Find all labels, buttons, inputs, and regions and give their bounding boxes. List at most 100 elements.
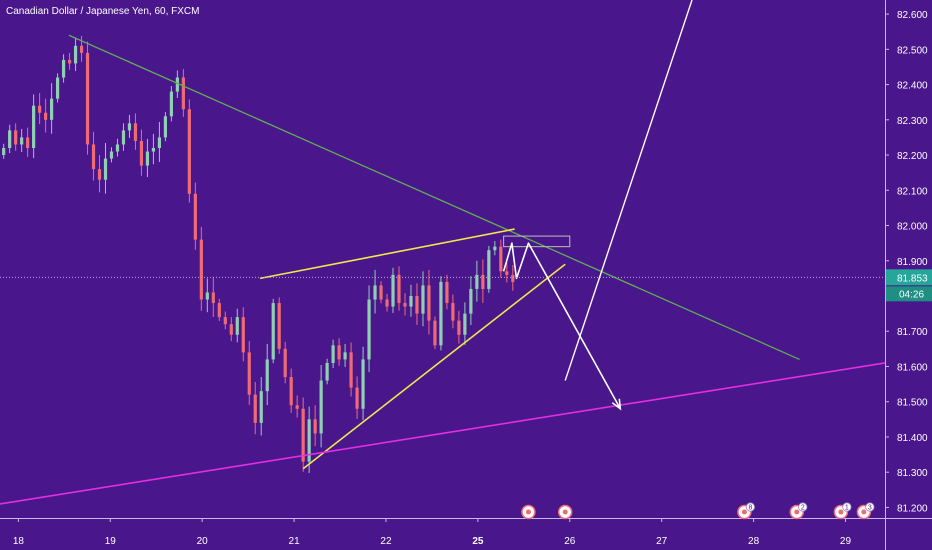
candle-body[interactable] bbox=[295, 405, 299, 409]
candle-body[interactable] bbox=[127, 123, 132, 131]
candle-body[interactable] bbox=[325, 362, 329, 381]
candle-body[interactable] bbox=[415, 296, 419, 314]
candle-body[interactable] bbox=[121, 130, 126, 145]
candle-body[interactable] bbox=[181, 77, 185, 110]
candle-body[interactable] bbox=[115, 144, 120, 152]
candle-body[interactable] bbox=[343, 352, 347, 360]
yellow-upper-trendline[interactable] bbox=[259, 228, 515, 280]
candle-body[interactable] bbox=[349, 352, 353, 388]
yellow-lower-trendline[interactable] bbox=[302, 263, 566, 470]
candle-body[interactable] bbox=[475, 274, 479, 289]
candle-body[interactable] bbox=[139, 140, 144, 166]
candle-body[interactable] bbox=[457, 320, 461, 335]
candle-body[interactable] bbox=[499, 246, 503, 272]
candle-body[interactable] bbox=[235, 317, 239, 335]
candle-body[interactable] bbox=[199, 239, 203, 300]
candle-body[interactable] bbox=[91, 144, 96, 170]
candle-body[interactable] bbox=[223, 317, 227, 325]
candle-body[interactable] bbox=[20, 137, 24, 145]
candle-body[interactable] bbox=[163, 116, 167, 138]
candle-body[interactable] bbox=[49, 98, 54, 120]
symbol-title: Canadian Dollar / Japanese Yen, 60, FXCM bbox=[6, 6, 200, 17]
candle-body[interactable] bbox=[217, 303, 221, 318]
candle-body[interactable] bbox=[55, 77, 60, 99]
candle-body[interactable] bbox=[133, 123, 138, 141]
candle-body[interactable] bbox=[169, 91, 173, 117]
candle-body[interactable] bbox=[361, 359, 365, 409]
candle-body[interactable] bbox=[385, 299, 389, 307]
candle-body[interactable] bbox=[391, 274, 395, 307]
candle-body[interactable] bbox=[319, 380, 323, 434]
candle-body[interactable] bbox=[73, 45, 78, 64]
green-trendline[interactable] bbox=[68, 34, 800, 361]
candle-body[interactable] bbox=[14, 130, 18, 145]
candle-body[interactable] bbox=[427, 285, 431, 321]
candle-body[interactable] bbox=[145, 151, 150, 166]
magenta-support-line[interactable] bbox=[0, 362, 886, 505]
candle-body[interactable] bbox=[463, 313, 467, 335]
candle-body[interactable] bbox=[421, 285, 425, 314]
candle-body[interactable] bbox=[157, 137, 162, 148]
candle-body[interactable] bbox=[307, 419, 311, 462]
y-tick-label: 82.100 bbox=[897, 186, 928, 197]
candle-body[interactable] bbox=[103, 158, 108, 180]
candle-body[interactable] bbox=[337, 345, 341, 360]
candle-body[interactable] bbox=[505, 271, 509, 275]
candle-body[interactable] bbox=[38, 105, 42, 113]
candle-body[interactable] bbox=[487, 250, 491, 289]
candle-body[interactable] bbox=[379, 285, 383, 300]
candle-body[interactable] bbox=[373, 285, 377, 300]
candle-body[interactable] bbox=[331, 345, 335, 363]
candle-body[interactable] bbox=[259, 391, 263, 423]
candle-body[interactable] bbox=[26, 137, 30, 148]
candle-body[interactable] bbox=[493, 246, 497, 251]
candle-body[interactable] bbox=[271, 303, 275, 360]
candle-body[interactable] bbox=[2, 148, 6, 156]
forecast-path[interactable] bbox=[502, 242, 622, 410]
candle-body[interactable] bbox=[313, 419, 317, 434]
candle-body[interactable] bbox=[433, 320, 437, 346]
candle-body[interactable] bbox=[265, 359, 269, 392]
candle-body[interactable] bbox=[61, 59, 66, 78]
candle-body[interactable] bbox=[283, 348, 287, 378]
candle-body[interactable] bbox=[8, 130, 12, 148]
candle-body[interactable] bbox=[355, 387, 359, 409]
candle-body[interactable] bbox=[44, 112, 48, 120]
candle-body[interactable] bbox=[253, 394, 257, 423]
event-count-badge bbox=[745, 502, 755, 512]
x-tick-label: 25 bbox=[472, 536, 484, 547]
candle-body[interactable] bbox=[97, 169, 102, 180]
candle-body[interactable] bbox=[511, 274, 515, 282]
candle-body[interactable] bbox=[301, 408, 305, 462]
candle-body[interactable] bbox=[241, 317, 245, 353]
candle-body[interactable] bbox=[67, 59, 72, 64]
candle-body[interactable] bbox=[205, 292, 209, 300]
candle-body[interactable] bbox=[367, 299, 371, 360]
candle-body[interactable] bbox=[481, 274, 485, 289]
candle-body[interactable] bbox=[409, 296, 413, 307]
candle-body[interactable] bbox=[79, 45, 84, 53]
candle-body[interactable] bbox=[109, 151, 114, 159]
candle-body[interactable] bbox=[85, 52, 90, 145]
candle-body[interactable] bbox=[445, 281, 449, 304]
candle-body[interactable] bbox=[397, 274, 401, 304]
event-icon-dot bbox=[525, 509, 531, 515]
candle-body[interactable] bbox=[469, 288, 473, 314]
candle-body[interactable] bbox=[175, 77, 179, 92]
candle-body[interactable] bbox=[247, 352, 251, 395]
candle-body[interactable] bbox=[193, 193, 197, 240]
candle-body[interactable] bbox=[451, 303, 455, 321]
candle-body[interactable] bbox=[211, 292, 215, 304]
candle-body[interactable] bbox=[187, 109, 191, 194]
candle-body[interactable] bbox=[403, 303, 407, 307]
candle-body[interactable] bbox=[229, 324, 233, 335]
candle-body[interactable] bbox=[32, 105, 36, 148]
candle-body[interactable] bbox=[439, 281, 443, 346]
white-rising-line[interactable] bbox=[564, 0, 693, 381]
candle-body[interactable] bbox=[151, 148, 156, 152]
resistance-box[interactable] bbox=[503, 235, 571, 248]
candle-body[interactable] bbox=[289, 377, 293, 406]
candle-body[interactable] bbox=[277, 303, 281, 349]
